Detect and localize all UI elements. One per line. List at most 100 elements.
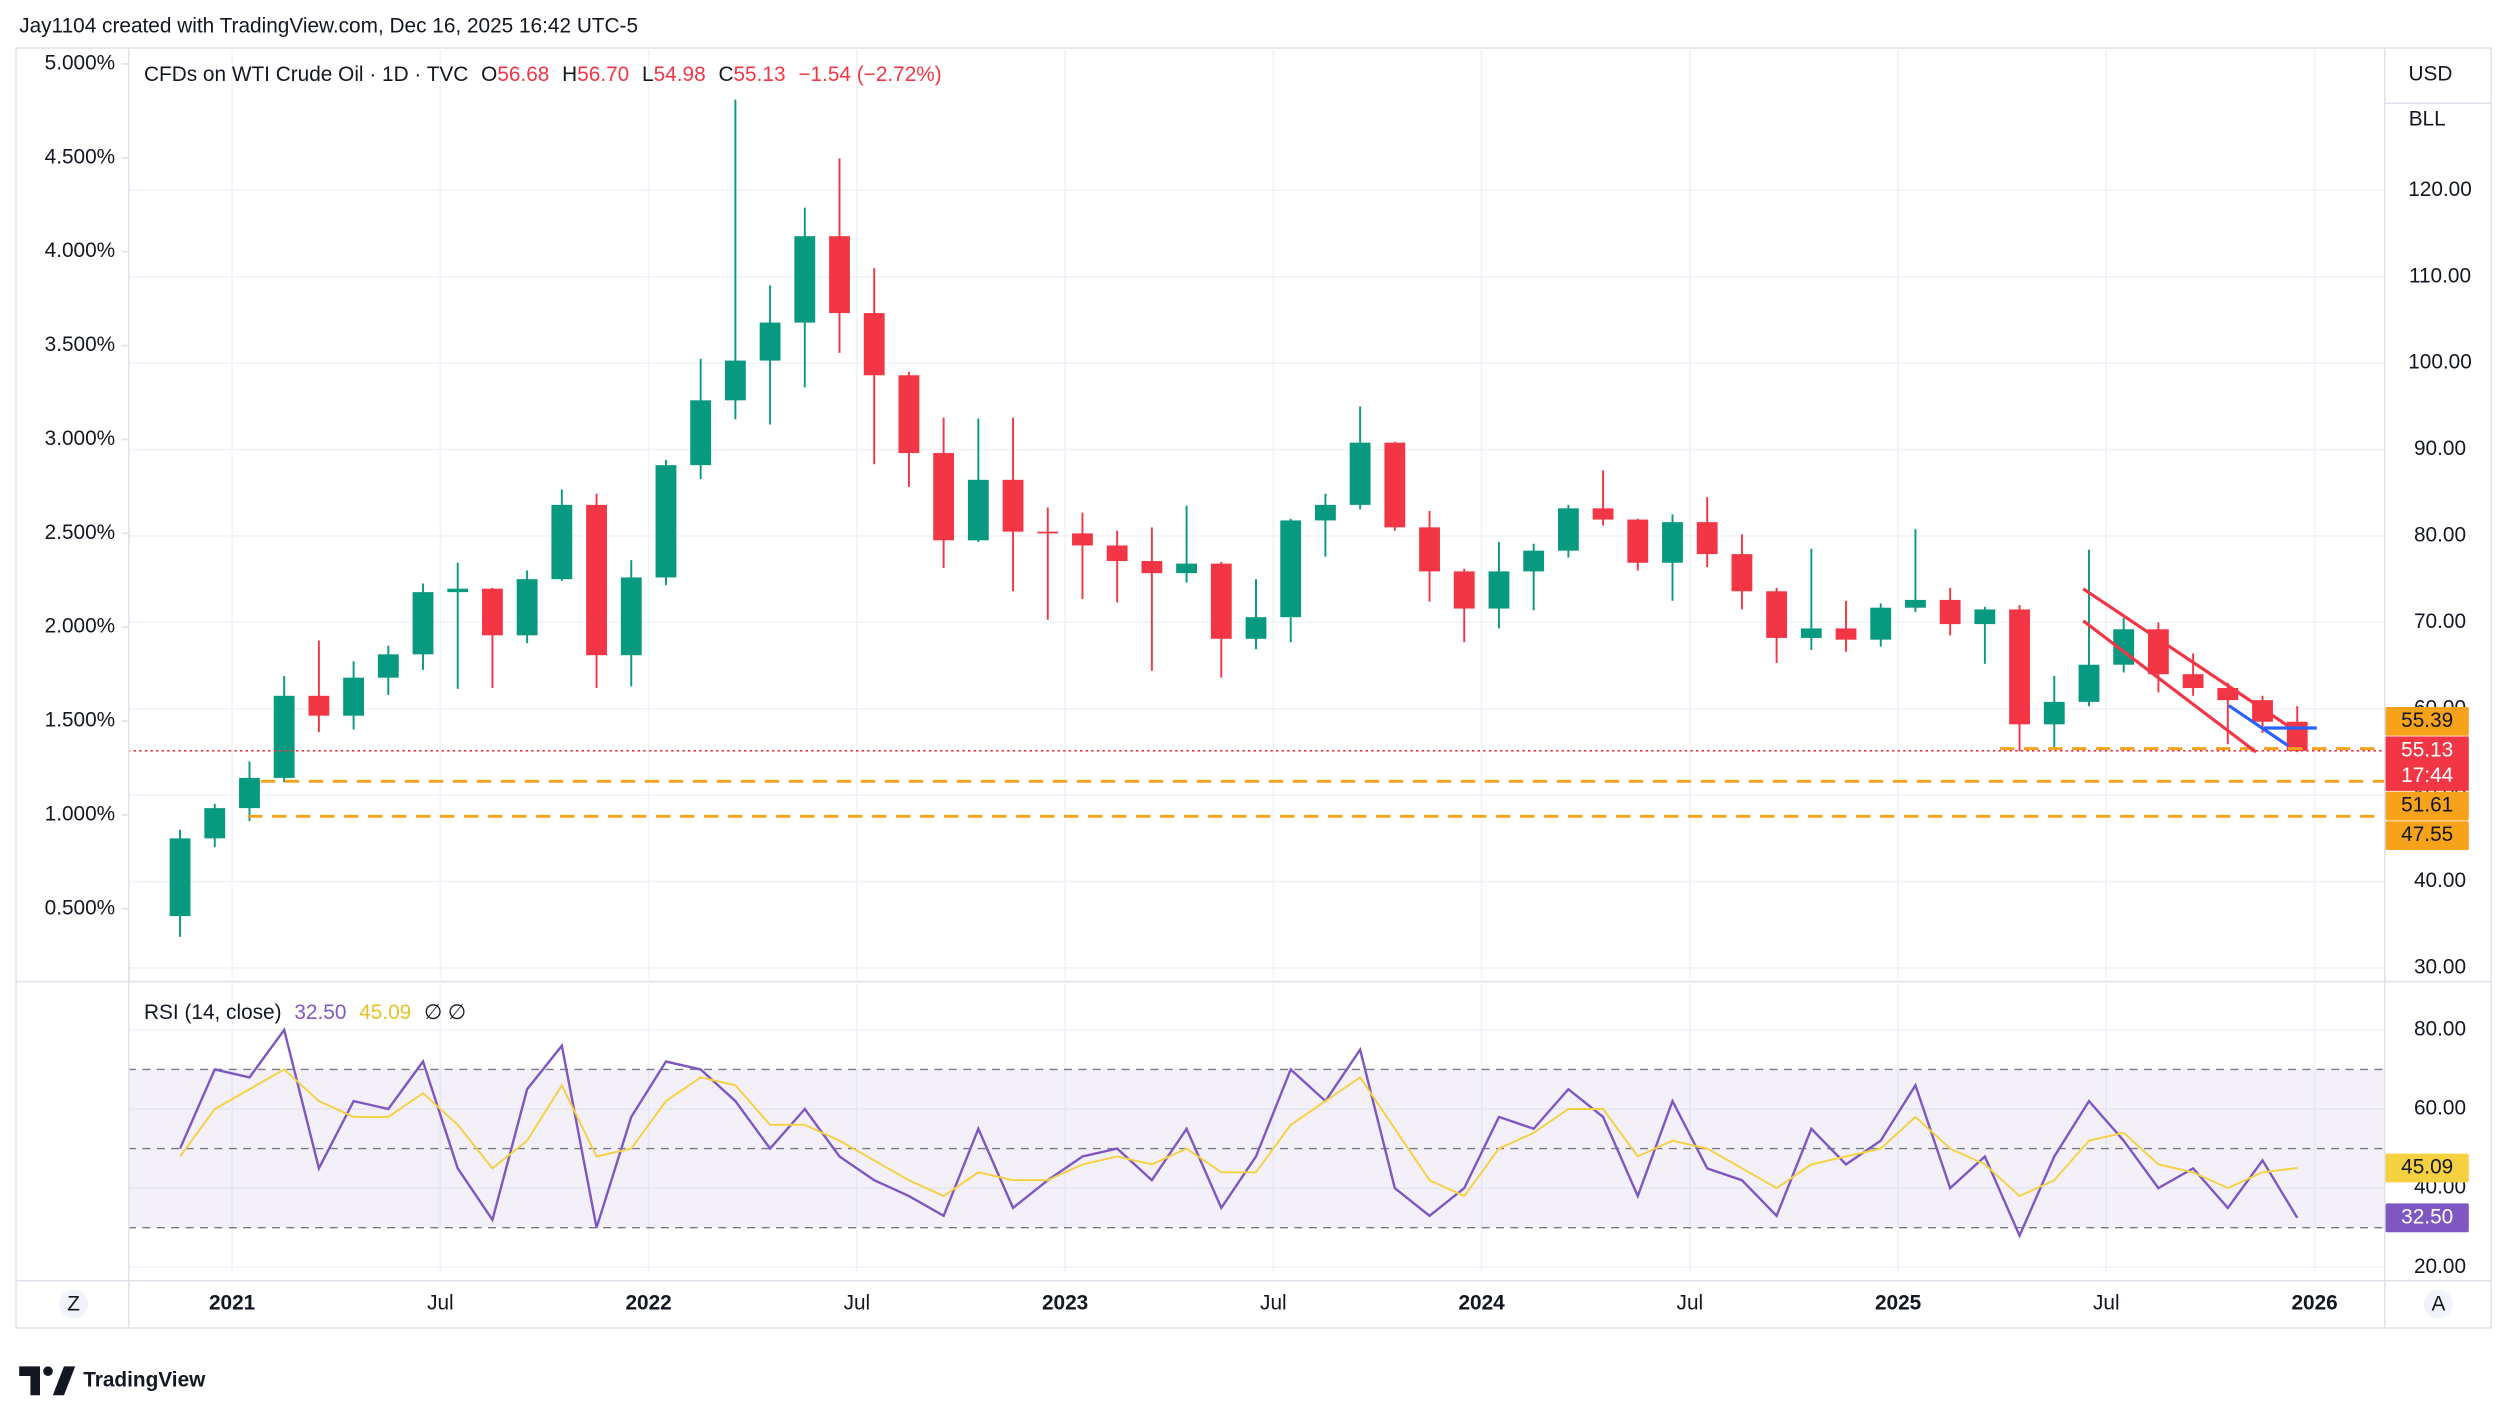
x-tick-label: Jul bbox=[1260, 1292, 1287, 1315]
candle-body bbox=[273, 695, 295, 778]
candle-body bbox=[1280, 520, 1302, 618]
candle-body bbox=[1349, 442, 1371, 505]
candle-body bbox=[1315, 504, 1336, 521]
candle-body bbox=[1662, 522, 1683, 563]
level-badge-bg bbox=[2385, 791, 2469, 821]
legend-key: O bbox=[481, 63, 497, 86]
level-badge: 51.61 bbox=[2401, 794, 2453, 817]
rsi-legend: RSI (14, close) 32.50 45.09 ∅ ∅ bbox=[144, 1000, 466, 1023]
last-price-badge-bg bbox=[2385, 736, 2469, 791]
y2-tick-label: 2.000% bbox=[45, 615, 116, 638]
rsi-title: RSI (14, close) bbox=[144, 1000, 282, 1023]
logo-text: TradingView bbox=[83, 1368, 206, 1391]
last-price-badge: 55.13 bbox=[2401, 738, 2453, 761]
candle-body bbox=[1592, 508, 1614, 520]
channel-upper bbox=[2082, 587, 2293, 730]
level-badge: 55.39 bbox=[2401, 709, 2453, 732]
y-tick-label: 20.00 bbox=[2414, 1255, 2466, 1278]
rsi-value: 32.50 bbox=[294, 1000, 346, 1023]
legend-value: 54.98 bbox=[654, 63, 706, 86]
x-tick-label: 2025 bbox=[1875, 1292, 1921, 1315]
rsi-ma-value: 45.09 bbox=[359, 1000, 411, 1023]
candle-body bbox=[967, 479, 989, 541]
y-tick-label: 120.00 bbox=[2408, 178, 2472, 201]
candle-body bbox=[2217, 688, 2239, 701]
blue-trend bbox=[2227, 704, 2289, 747]
candle-body bbox=[1384, 442, 1406, 528]
candle-body bbox=[1835, 628, 1857, 640]
candle-body bbox=[1210, 563, 1232, 639]
y2-tick-label: 2.500% bbox=[45, 521, 116, 544]
attribution: Jay1104 created with TradingView.com, De… bbox=[19, 15, 638, 38]
scale-left[interactable]: Z bbox=[67, 1292, 80, 1315]
y2-tick-label: 4.000% bbox=[45, 239, 116, 262]
candle-body bbox=[1696, 522, 1718, 555]
y-tick-label: 90.00 bbox=[2414, 437, 2466, 460]
candle-body bbox=[794, 236, 816, 323]
y2-tick-label: 1.000% bbox=[45, 802, 116, 825]
legend-key: H bbox=[562, 63, 577, 86]
channel-lower bbox=[2082, 619, 2257, 754]
y2-tick-label: 5.000% bbox=[45, 51, 116, 74]
y2-tick-label: 4.500% bbox=[45, 145, 116, 168]
scale-auto[interactable]: A bbox=[2431, 1292, 2445, 1315]
rsi-ma-badge: 45.09 bbox=[2401, 1155, 2453, 1178]
candle-body bbox=[1905, 599, 1926, 608]
candle-body bbox=[690, 400, 712, 466]
candle-body bbox=[1002, 479, 1024, 532]
candle-body bbox=[1176, 563, 1197, 574]
candle-body bbox=[586, 504, 607, 656]
currency: USD bbox=[2408, 63, 2452, 86]
candle-body bbox=[1939, 599, 1961, 625]
candle-body bbox=[1106, 545, 1128, 562]
unit-sep bbox=[2385, 102, 2492, 104]
logo-mark bbox=[19, 1366, 76, 1396]
candle-body bbox=[1488, 571, 1510, 609]
candle-body bbox=[1974, 609, 1996, 625]
price-legend: CFDs on WTI Crude Oil · 1D · TVC O56.68 H5… bbox=[144, 63, 942, 86]
candle-body bbox=[1141, 561, 1163, 574]
candle-body bbox=[655, 465, 677, 578]
legend-value: 56.70 bbox=[577, 63, 629, 86]
y-tick-label: 30.00 bbox=[2414, 955, 2466, 978]
candle-body bbox=[898, 375, 920, 454]
candle-body bbox=[412, 592, 434, 655]
candle-body bbox=[1245, 617, 1267, 639]
y-tick-label: 40.00 bbox=[2414, 869, 2466, 892]
y2-tick-label: 1.500% bbox=[45, 709, 116, 732]
unit: BLL bbox=[2409, 108, 2446, 131]
rsi-line bbox=[179, 1068, 2298, 1198]
candle-body bbox=[1731, 554, 1753, 592]
candle-body bbox=[2078, 664, 2100, 702]
candle-body bbox=[1557, 508, 1579, 551]
x-tick-label: 2021 bbox=[209, 1292, 255, 1315]
scale-button[interactable] bbox=[59, 1289, 88, 1319]
x-tick-label: 2026 bbox=[2291, 1292, 2337, 1315]
legend-value: 56.68 bbox=[497, 63, 549, 86]
y-tick-label: 80.00 bbox=[2414, 1017, 2466, 1040]
x-tick-label: Jul bbox=[1677, 1292, 1704, 1315]
candle-body bbox=[516, 579, 538, 636]
candle-body bbox=[724, 360, 746, 401]
candle-body bbox=[1627, 519, 1649, 563]
x-tick-label: Jul bbox=[844, 1292, 871, 1315]
candle-body bbox=[829, 236, 850, 314]
candle-body bbox=[239, 777, 260, 809]
candle-body bbox=[169, 838, 191, 917]
auto-button[interactable] bbox=[2424, 1289, 2453, 1319]
rsi-ma-badge-bg bbox=[2385, 1153, 2469, 1183]
legend-key: L bbox=[642, 63, 654, 86]
candle-body bbox=[933, 453, 955, 541]
x-tick-label: Jul bbox=[427, 1292, 454, 1315]
candle-body bbox=[2182, 674, 2204, 689]
y-tick-label: 80.00 bbox=[2414, 523, 2466, 546]
candle-body bbox=[1870, 607, 1892, 640]
x-tick-label: 2023 bbox=[1042, 1292, 1088, 1315]
level-badge-bg bbox=[2385, 707, 2469, 736]
candle-body bbox=[1453, 571, 1475, 609]
rsi-line bbox=[178, 1027, 2299, 1239]
y-tick-label: 100.00 bbox=[2408, 351, 2472, 374]
candle-body bbox=[447, 588, 469, 593]
x-tick-label: Jul bbox=[2093, 1292, 2120, 1315]
